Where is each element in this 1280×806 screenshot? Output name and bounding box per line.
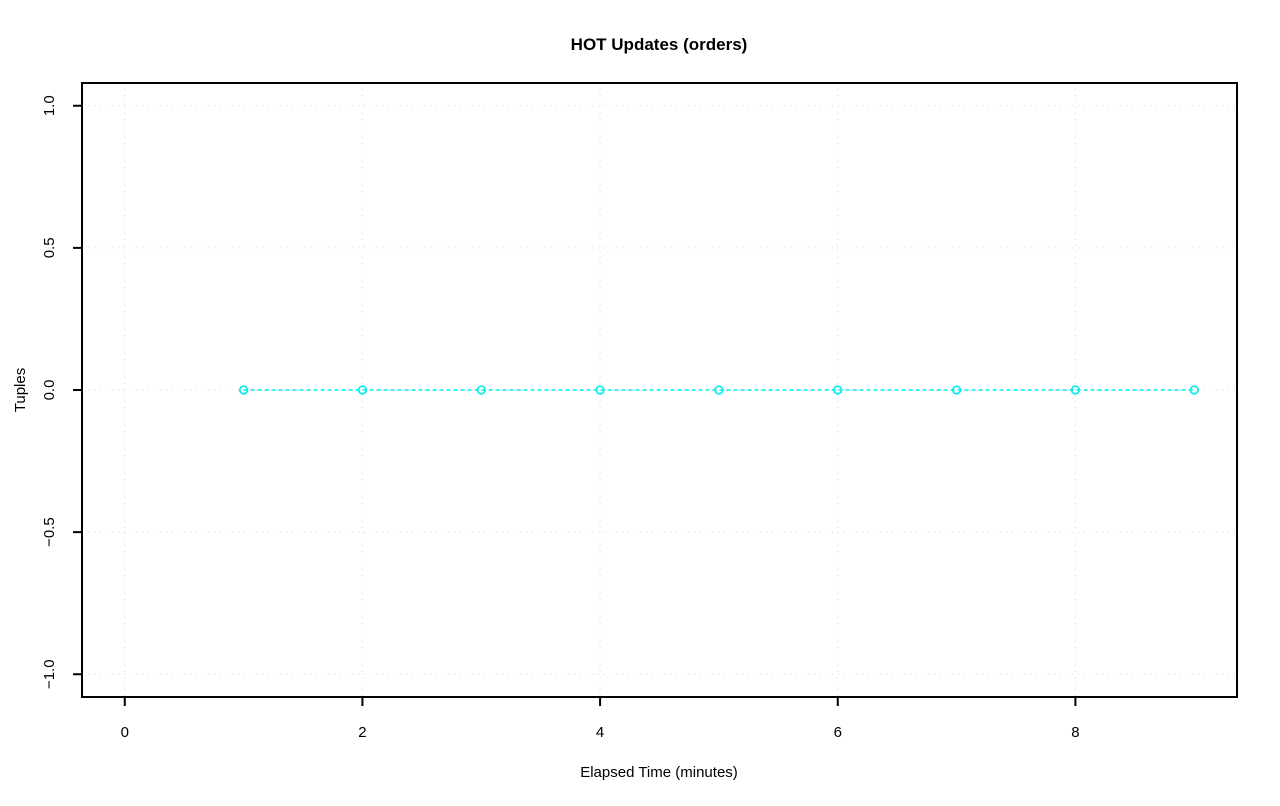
y-tick-label: 0.5 xyxy=(41,237,58,258)
data-point xyxy=(714,385,724,395)
x-tick-label: 6 xyxy=(834,724,842,741)
x-tick-label: 0 xyxy=(121,724,129,741)
data-point xyxy=(833,385,843,395)
data-point xyxy=(476,385,486,395)
x-tick-label: 2 xyxy=(358,724,366,741)
y-tick-label: −0.5 xyxy=(41,517,58,547)
data-point xyxy=(951,385,962,395)
data-point xyxy=(357,385,368,395)
series-layer xyxy=(238,385,1199,395)
data-point xyxy=(595,385,605,395)
y-tick-label: 0.0 xyxy=(41,380,58,401)
x-axis-label: Elapsed Time (minutes) xyxy=(580,764,738,781)
chart-title: HOT Updates (orders) xyxy=(571,35,748,54)
x-tick-label: 4 xyxy=(596,724,604,741)
y-tick-label: 1.0 xyxy=(41,95,58,116)
axis-layer: 0 2 4 6 8 −1.0 −0.5 0.0 0.5 1.0 xyxy=(41,82,1238,741)
data-point xyxy=(1070,385,1081,395)
data-point xyxy=(238,385,249,395)
x-tick-label: 8 xyxy=(1071,724,1079,741)
data-point xyxy=(1189,385,1199,395)
y-tick-label: −1.0 xyxy=(41,659,58,689)
y-axis-label: Tuples xyxy=(12,368,29,412)
